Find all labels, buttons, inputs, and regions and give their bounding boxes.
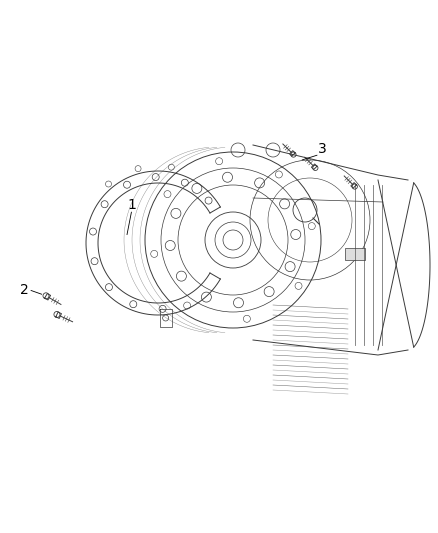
- Text: 1: 1: [127, 198, 136, 212]
- FancyBboxPatch shape: [345, 248, 365, 260]
- Text: 2: 2: [20, 284, 28, 297]
- Text: 3: 3: [318, 142, 326, 156]
